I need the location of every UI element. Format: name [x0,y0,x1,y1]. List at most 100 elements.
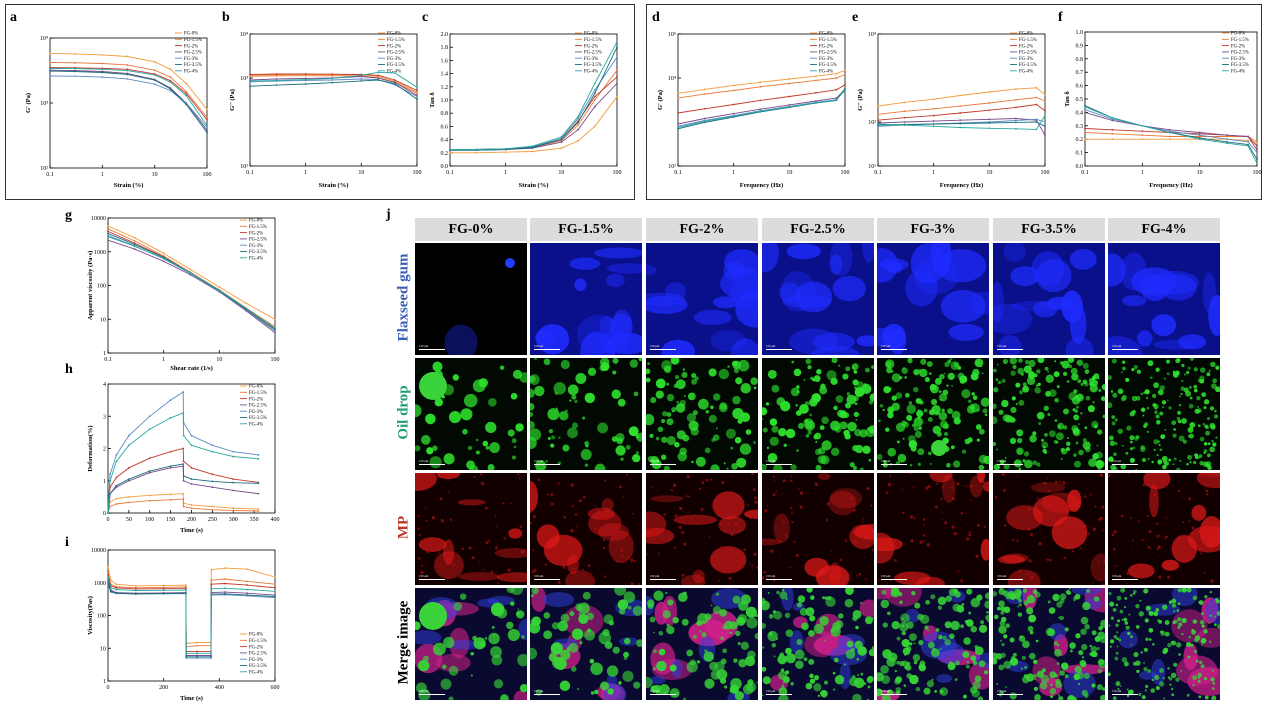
data-point [169,465,172,468]
data-point [475,151,478,154]
data-point [246,588,249,591]
data-point [185,589,187,591]
data-point [416,86,418,89]
legend-entry: FG-4% [184,70,198,75]
data-point [153,74,156,76]
data-point [331,74,334,77]
data-point [393,81,396,84]
data-point [134,587,137,590]
data-point [932,98,935,101]
y-tick-label: 10² [868,120,876,126]
data-point [107,573,109,576]
data-point [153,79,156,82]
chart-e: 0.1 1 10 100 10¹ 10² 10⁴ Frequency (Hz) G'' (Pa)… [857,32,1050,189]
data-point [577,128,579,131]
micrograph-image [530,243,642,355]
data-point [211,444,214,447]
chart-i: 0 200 400 600 1 10 100 1000 10000 Time (s) Viscosi… [87,548,280,702]
data-point [1226,142,1228,145]
micrograph-image [530,358,642,470]
data-point [126,69,129,72]
scale-bar [534,464,560,465]
data-point [275,74,278,77]
scale-bar-label: 150 μm [766,344,776,348]
scale-bar-label: 150 μm [534,459,544,463]
x-axis-label: Frequency (Hz) [740,182,783,189]
y-tick-label: 1000 [94,581,106,587]
micrograph-cell: 150 μm [1108,243,1220,355]
y-tick-label: 0.3 [1076,124,1084,130]
data-point [1247,145,1250,147]
data-point [101,53,104,56]
data-point [560,136,563,138]
data-point [211,450,214,453]
micrograph-cell: 150 μm [877,243,989,355]
data-point [115,503,118,505]
data-point [1198,138,1201,141]
data-point [377,77,379,79]
data-point [224,567,226,570]
data-point [1014,88,1017,90]
x-tick-label: 1 [1141,170,1144,176]
column-header: FG-4% [1108,218,1220,241]
scale-bar-label: 150 μm [1112,689,1122,693]
data-point [249,73,251,76]
micrograph-cell: 150 μm [530,588,642,700]
legend-entry: FG-3% [819,57,833,62]
series-line-FG-3.5% [249,79,418,100]
x-tick-label: 10 [1197,170,1203,176]
legend-entry: FG-2% [249,231,263,236]
data-point [449,148,451,151]
series-line-FG-0% [877,87,1046,107]
data-point [206,108,208,111]
data-point [74,75,76,78]
scale-bar [997,579,1023,580]
data-point [185,94,188,97]
panel-label-i: i [65,535,69,550]
scale-bar [1112,579,1138,580]
data-point [211,505,214,508]
data-point [1014,117,1017,120]
data-point [360,74,363,77]
data-point [133,242,136,245]
data-point [127,495,130,498]
data-point [49,52,51,55]
data-point [988,91,991,93]
data-point [844,87,846,90]
y-tick-label: 0.5 [1076,97,1084,103]
y-tick-label: 10 [100,646,106,652]
series-line-FG-3% [249,78,418,97]
data-point [185,82,188,85]
y-tick-label: 1000 [94,250,106,256]
data-point [232,455,235,458]
series-line-FG-3.5% [107,463,259,514]
data-point [1084,111,1086,114]
data-point [1014,121,1017,124]
data-point [814,75,817,78]
legend-entry: FG-1.5% [584,38,602,43]
data-point [1035,118,1038,121]
data-point [1198,132,1201,135]
chart-d: 0.1 1 10 100 10² 10⁴ 10⁵ Frequency (Hz) G' (Pa) F… [657,32,850,189]
column-header: FG-3.5% [993,218,1105,241]
x-axis-label: Shear rate (1/s) [170,365,212,372]
x-axis-label: Time (s) [180,527,203,534]
data-point [1111,119,1114,122]
data-point [1247,139,1250,142]
legend-entry: FG-2% [184,44,198,49]
micrograph-cell: 150 μm [762,243,874,355]
legend-entry: FG-1.5% [184,38,202,43]
data-point [360,78,363,80]
data-point [162,584,165,587]
x-tick-label: 0 [107,517,110,523]
y-tick-label: 10⁴ [240,32,248,38]
data-point [257,492,260,495]
y-tick-label: 0.6 [1076,84,1084,90]
data-point [1256,149,1258,151]
y-tick-label: 1 [103,679,106,685]
data-point [988,127,991,130]
micrograph-cell: 150 μm [415,358,527,470]
legend-entry: FG-0% [819,32,833,37]
data-point [74,67,76,70]
data-point [393,82,396,85]
